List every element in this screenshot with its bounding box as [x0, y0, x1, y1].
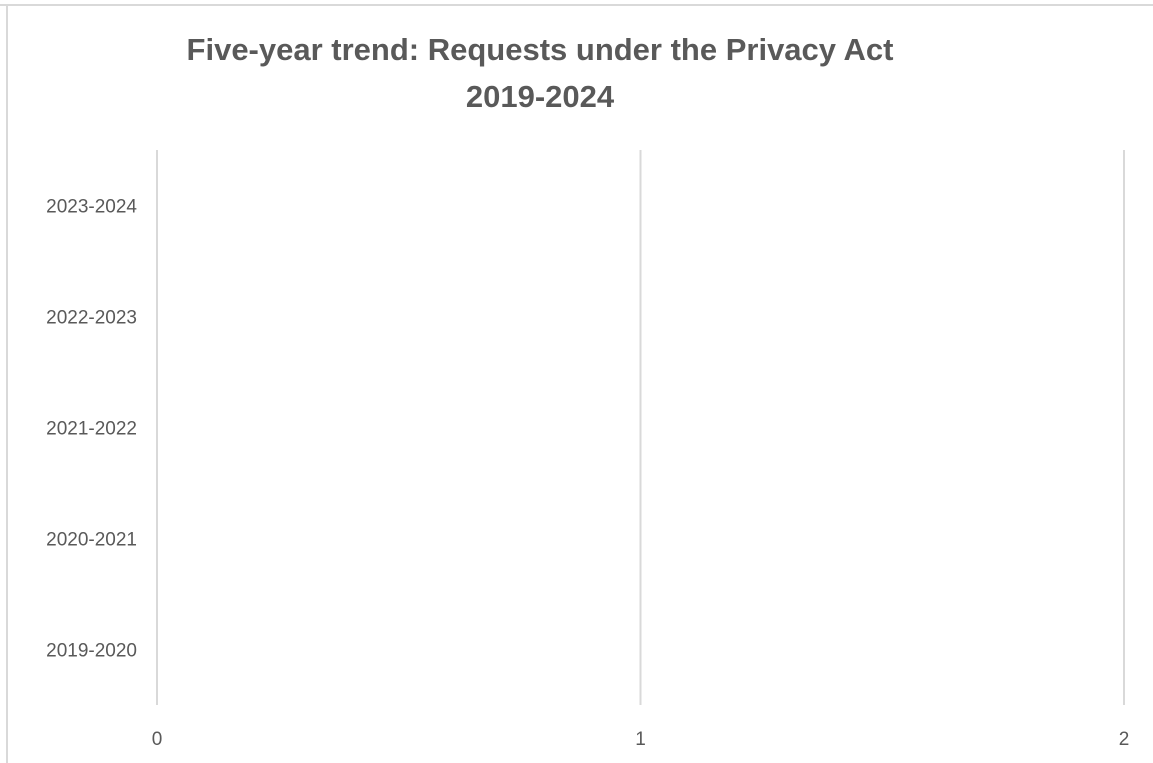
category-label-1: 2020-2021: [46, 530, 137, 551]
chart-subtitle: 2019-2024: [466, 79, 615, 114]
category-label-4: 2023-2024: [46, 197, 137, 218]
category-label-3: 2022-2023: [46, 308, 137, 329]
category-label-2: 2021-2022: [46, 419, 137, 440]
value-axis-labels: 0 1 2: [152, 729, 1130, 750]
category-axis-labels: 2019-2020 2020-2021 2021-2022 2022-2023 2023…: [46, 197, 137, 662]
x-tick-label-0: 0: [152, 729, 163, 750]
category-label-0: 2019-2020: [46, 641, 137, 662]
chart-title: Five-year trend: Requests under the Priv…: [187, 32, 894, 67]
x-tick-label-2: 2: [1119, 729, 1130, 750]
gridlines: [156, 150, 1125, 705]
x-tick-label-1: 1: [635, 729, 646, 750]
